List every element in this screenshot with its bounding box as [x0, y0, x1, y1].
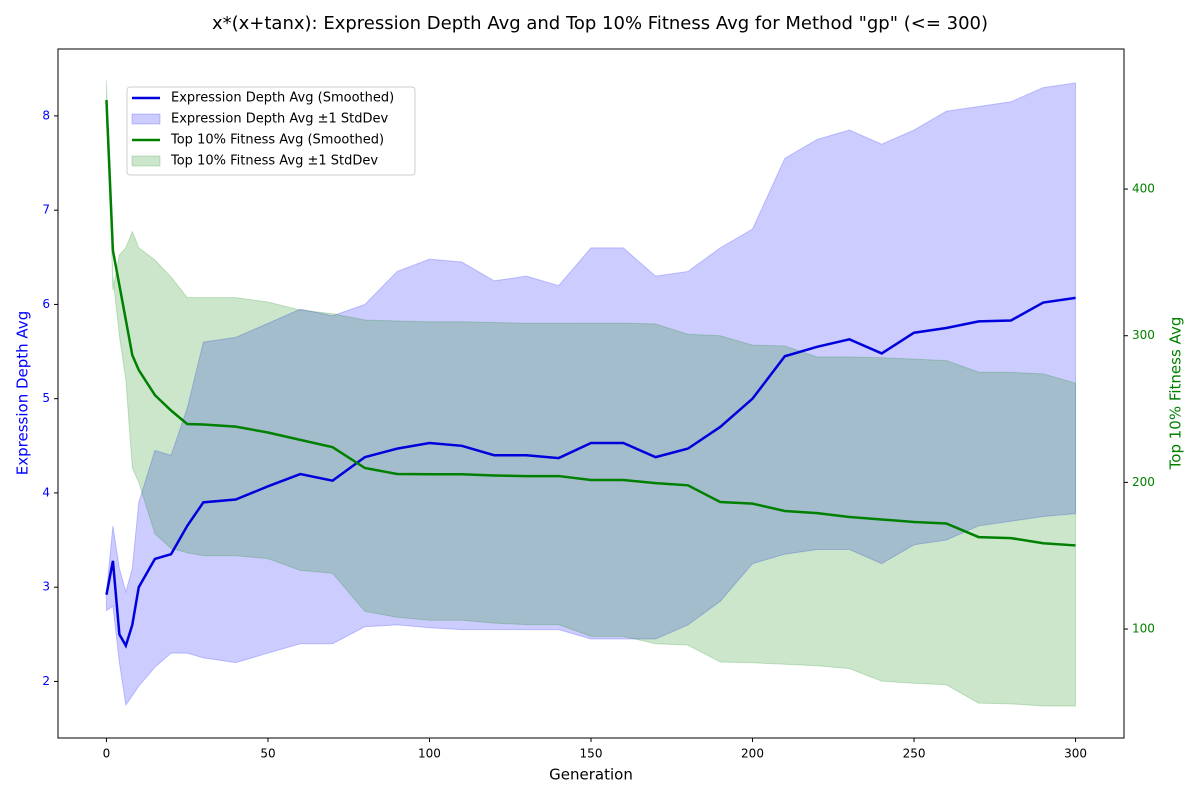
legend-label: Expression Depth Avg (Smoothed): [171, 91, 394, 106]
y2-tick-label: 400: [1132, 182, 1155, 196]
plot-frame: [57, 48, 1125, 739]
x-tick-label: 0: [103, 747, 111, 761]
y2-axis-label: Top 10% Fitness Avg: [1167, 317, 1185, 471]
x-tick-label: 50: [260, 747, 275, 761]
y-axis-label: Expression Depth Avg: [14, 311, 32, 475]
x-tick-label: 100: [418, 747, 441, 761]
chart-title: x*(x+tanx): Expression Depth Avg and Top…: [212, 13, 988, 34]
line: [105, 99, 1076, 547]
y2-tick-label: 300: [1132, 328, 1155, 342]
legend-label: Top 10% Fitness Avg (Smoothed): [170, 133, 384, 148]
legend-box: [126, 86, 416, 176]
y-tick-label: 7: [42, 203, 50, 217]
y-tick-label: 2: [42, 674, 50, 688]
y-tick-label: 6: [42, 297, 50, 311]
y-tick-label: 8: [42, 108, 50, 122]
x-tick-label: 300: [1064, 747, 1087, 761]
legend-swatch: [131, 155, 161, 167]
x-axis-label: Generation: [549, 766, 633, 784]
y2-tick-label: 100: [1132, 622, 1155, 636]
legend-swatch: [131, 113, 161, 125]
y-tick-label: 4: [42, 485, 50, 499]
band: [105, 80, 1077, 707]
y2-tick-label: 200: [1132, 475, 1155, 489]
legend-label: Top 10% Fitness Avg ±1 StdDev: [170, 154, 378, 169]
band: [105, 82, 1077, 707]
x-tick-label: 250: [903, 747, 926, 761]
line: [105, 296, 1076, 649]
x-tick-label: 200: [741, 747, 764, 761]
x-tick-label: 150: [580, 747, 603, 761]
y-tick-label: 3: [42, 580, 50, 594]
y-tick-label: 5: [42, 391, 50, 405]
legend-label: Expression Depth Avg ±1 StdDev: [171, 112, 389, 127]
